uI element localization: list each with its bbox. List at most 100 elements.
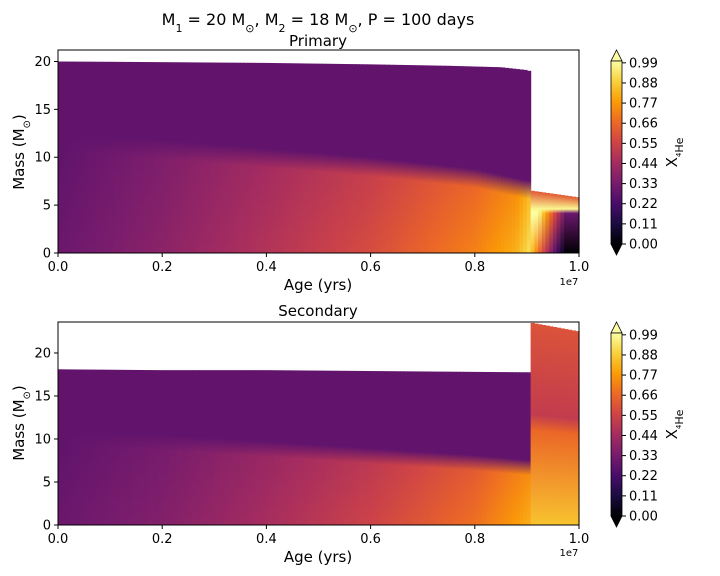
secondary-heat-column [322, 370, 327, 525]
secondary-heat-column [385, 371, 390, 525]
primary-heat-column [426, 65, 431, 253]
primary-x-ticks: 0.0 0.2 0.4 0.6 0.8 1.0 [48, 253, 589, 275]
secondary-heat-column [165, 370, 171, 525]
secondary-x-tick-label: 0.4 [256, 532, 277, 547]
primary-x-tick-label: 0.2 [152, 260, 173, 275]
primary-heat-column [188, 62, 193, 254]
secondary-heat-column [467, 371, 472, 525]
primary-panel: Primary 0.0 0.2 0.4 0.6 0.8 1.0 0 5 10 15 20 Age … [10, 32, 686, 294]
primary-heat-column [296, 63, 301, 253]
secondary-heat-column [95, 369, 100, 525]
secondary-x-tick-label: 0.6 [360, 532, 381, 547]
secondary-heat-column [113, 369, 119, 525]
primary-heat-column [526, 70, 532, 253]
primary-y-ticks: 0 5 10 15 20 [34, 55, 58, 262]
secondary-heat-column [214, 370, 219, 525]
secondary-heat-column [448, 371, 454, 525]
primary-heat-column [363, 64, 368, 253]
secondary-colorbar-bar [610, 332, 623, 517]
primary-heat-column [485, 66, 491, 253]
secondary-heat-column [337, 370, 342, 525]
secondary-colorbar-tick-label: 0.77 [629, 369, 658, 384]
primary-heat-column [370, 64, 375, 254]
primary-colorbar-tick-label: 0.44 [629, 157, 658, 172]
secondary-heat-column [124, 369, 130, 525]
primary-colorbar-tick-label: 0.88 [629, 76, 658, 91]
secondary-heat-column [236, 370, 241, 525]
primary-x-offset: 1e7 [560, 277, 579, 288]
secondary-heat-column [415, 371, 420, 525]
secondary-colorbar-tick-label: 0.44 [629, 429, 658, 444]
secondary-x-tick-label: 0.0 [48, 532, 69, 547]
primary-heat-column [497, 67, 502, 254]
secondary-heat-column [296, 370, 301, 525]
primary-heat-column [299, 63, 305, 253]
primary-heat-column [474, 66, 480, 253]
primary-heat-column [143, 62, 148, 253]
secondary-heat-column [221, 370, 227, 525]
secondary-heat-column [247, 370, 253, 525]
primary-heat-column [404, 65, 409, 253]
primary-heat-column [530, 190, 535, 253]
primary-heat-column [392, 64, 398, 253]
secondary-heat-column [351, 370, 357, 525]
secondary-heat-column [493, 372, 498, 525]
primary-heat-column [58, 61, 63, 253]
secondary-heat-column [549, 326, 554, 525]
secondary-x-ticks: 0.0 0.2 0.4 0.6 0.8 1.0 [48, 525, 589, 547]
secondary-heat-column [128, 369, 134, 525]
primary-heat-column [467, 66, 472, 253]
primary-heat-column [463, 66, 468, 253]
primary-heat-column [69, 61, 74, 253]
primary-colorbar-bar [610, 60, 623, 245]
secondary-heat-column [143, 370, 148, 525]
primary-heat-column [229, 62, 234, 253]
secondary-heat-column [106, 369, 111, 525]
secondary-heat-column [396, 371, 401, 525]
primary-heat-column [556, 194, 561, 253]
primary-heat-column [232, 62, 238, 253]
primary-colorbar-tick-label: 0.22 [629, 197, 658, 212]
secondary-title: Secondary [278, 302, 358, 320]
primary-colorbar-tick-label: 0.33 [629, 177, 658, 192]
primary-colorbar-min-extend [610, 243, 623, 256]
primary-heat-column [277, 63, 282, 253]
secondary-x-label: Age (yrs) [284, 548, 352, 566]
secondary-y-label: Mass (M⊙) [10, 385, 33, 461]
primary-heat-column [389, 64, 394, 254]
primary-heat-column [258, 62, 264, 253]
secondary-heat-column [311, 370, 316, 525]
primary-heat-column [311, 63, 316, 253]
primary-heat-column [545, 192, 550, 253]
primary-heat-column [560, 195, 565, 253]
secondary-heat-column [61, 369, 67, 525]
secondary-heat-column [288, 370, 294, 525]
primary-heat-column [478, 66, 483, 253]
secondary-colorbar-max-extend [610, 321, 623, 334]
secondary-colorbar-label: X4He [663, 409, 686, 439]
primary-heat-column [552, 194, 558, 253]
secondary-heat-column [158, 370, 163, 525]
secondary-axes-frame [57, 321, 580, 526]
secondary-heat-column [445, 371, 450, 525]
primary-heat-column [203, 62, 208, 254]
secondary-heat-column [437, 371, 442, 525]
secondary-heat-column [344, 370, 349, 525]
secondary-heat-column [378, 371, 383, 525]
secondary-heat-column [110, 369, 115, 525]
secondary-heat-column [489, 372, 495, 525]
primary-heat-column [199, 62, 204, 254]
secondary-heat-column [552, 327, 558, 525]
secondary-colorbar-tick-label: 0.88 [629, 348, 658, 363]
secondary-y-tick-label: 5 [43, 475, 51, 490]
primary-heat-column [139, 62, 145, 254]
primary-colorbar-tick-label: 0.99 [629, 56, 658, 71]
secondary-heat-column [452, 371, 457, 525]
primary-heat-column [307, 63, 312, 253]
primary-heatmap [58, 61, 580, 254]
secondary-heat-column [177, 370, 182, 525]
secondary-heat-column [325, 370, 331, 525]
secondary-heat-column [292, 370, 297, 525]
primary-heat-column [385, 64, 390, 253]
secondary-heat-column [515, 372, 521, 525]
